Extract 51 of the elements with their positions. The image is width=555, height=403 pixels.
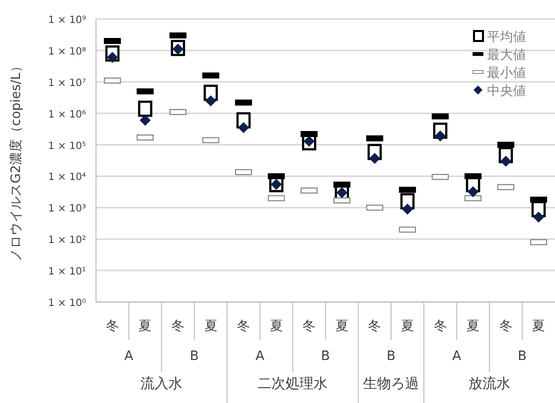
point <box>270 178 282 190</box>
text: 二次処理水 <box>258 376 328 392</box>
y-tick-label: 1 × 10⁶ <box>48 109 86 120</box>
text: 流入水 <box>140 376 183 392</box>
text: 生物ろ過 <box>363 376 420 392</box>
text: 放流水 <box>468 376 510 392</box>
point <box>205 95 216 106</box>
y-tick-label: 1 × 10⁴ <box>48 172 86 184</box>
x-tick-label: 冬 <box>368 319 382 334</box>
point <box>336 187 348 198</box>
y-tick-label: 1 × 10⁷ <box>48 78 86 89</box>
point <box>402 204 413 215</box>
text: A <box>452 349 462 364</box>
text: B <box>386 349 396 364</box>
legend-label: 最小値 <box>487 66 526 81</box>
x-tick-label: 夏 <box>138 319 152 334</box>
x-tick-label: 夏 <box>400 319 414 334</box>
legend-label: 最大値 <box>487 48 526 63</box>
x-tick-label: 夏 <box>466 319 480 334</box>
y-axis-title: ノロウイルスG2濃度（copies/L） <box>8 60 24 262</box>
point <box>468 186 479 198</box>
point <box>140 114 151 126</box>
x-tick-label: 冬 <box>499 319 512 334</box>
x-tick-label: 夏 <box>270 319 283 334</box>
text: A <box>124 349 134 364</box>
y-tick-label: 1 × 10³ <box>48 204 86 215</box>
legend-label: 平均値 <box>487 30 526 45</box>
x-tick-label: 冬 <box>237 319 250 334</box>
text: B <box>518 349 527 364</box>
x-tick-label: 冬 <box>106 319 119 334</box>
x-tick-label: 夏 <box>532 319 546 334</box>
legend-label: 中央値 <box>487 84 526 99</box>
y-tick-label: 1 × 10² <box>48 235 86 246</box>
y-tick-label: 1 × 10⁸ <box>48 46 86 58</box>
text: A <box>255 349 264 364</box>
x-tick-label: 冬 <box>302 319 316 334</box>
y-tick-label: 1 × 10⁹ <box>48 15 86 26</box>
y-tick-label: 1 × 10⁵ <box>48 140 86 152</box>
point <box>369 152 380 164</box>
point <box>238 122 250 134</box>
x-tick-label: 夏 <box>335 319 348 334</box>
text: B <box>190 349 199 364</box>
y-tick-label: 1 × 10⁰ <box>48 298 86 309</box>
point <box>533 212 544 223</box>
text: B <box>321 349 330 364</box>
x-tick-label: 冬 <box>171 319 184 334</box>
x-tick-label: 冬 <box>434 319 447 334</box>
y-tick-label: 1 × 10¹ <box>48 266 86 278</box>
x-tick-label: 夏 <box>204 319 218 334</box>
point <box>304 136 315 147</box>
point <box>138 100 152 117</box>
